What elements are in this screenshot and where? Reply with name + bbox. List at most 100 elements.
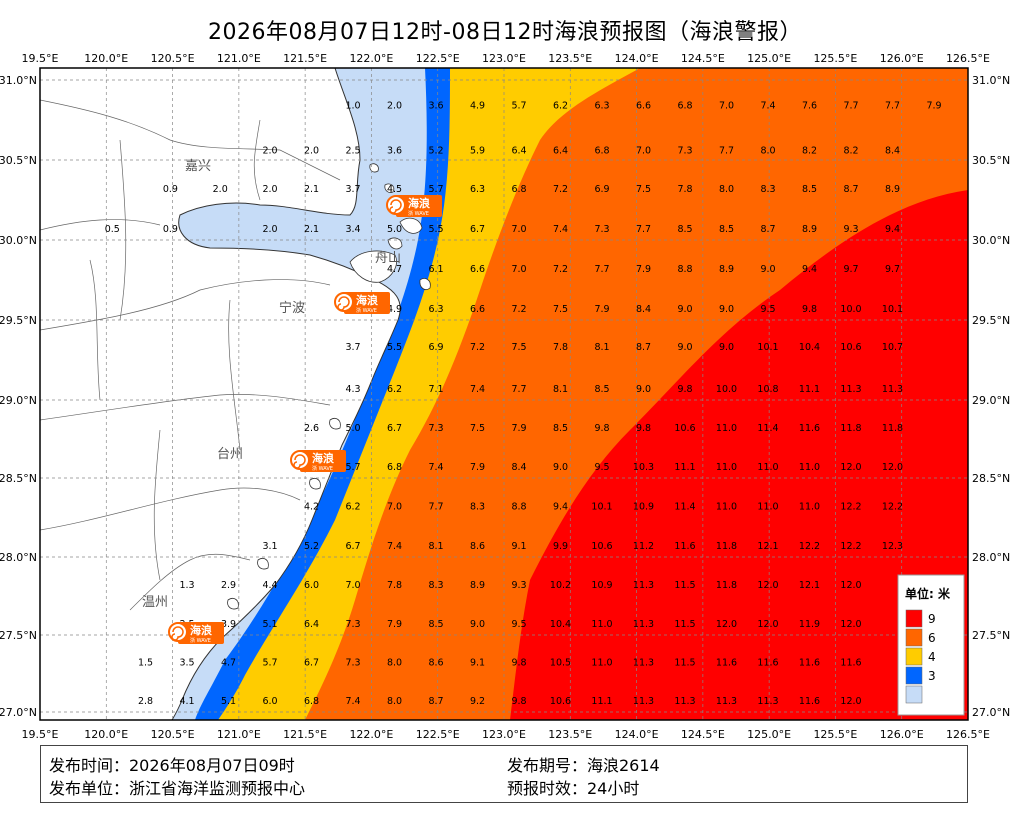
wave-height-value: 6.0	[262, 696, 277, 707]
wave-height-value: 12.0	[716, 619, 737, 630]
wave-height-value: 11.8	[882, 423, 903, 434]
wave-height-value: 11.0	[591, 619, 612, 630]
map-frame	[39, 67, 969, 721]
wave-height-value: 9.4	[885, 224, 900, 235]
wave-height-value: 11.6	[674, 541, 695, 552]
wave-height-values: 1.0 2.0 3.6 4.9 5.7 6.2 6.3 6.6 6.8 7.0 7.4 7.6 7.7 7…	[105, 101, 942, 708]
wave-height-value: 1.5	[138, 658, 153, 669]
marker-sublabel: 浙 WAVE	[312, 465, 333, 472]
wave-height-value: 9.4	[802, 264, 817, 275]
legend-label: 9	[928, 612, 936, 626]
marker-sublabel: 浙 WAVE	[408, 210, 429, 217]
wave-height-value: 7.0	[636, 145, 651, 156]
wave-height-value: 7.1	[428, 384, 443, 395]
admin-borders	[40, 99, 341, 611]
lat-tick-label-right: 27.5°N	[972, 629, 1010, 642]
wave-height-value: 9.0	[677, 304, 692, 315]
swirl-icon	[168, 622, 188, 642]
lat-tick-label-right: 29.0°N	[972, 394, 1010, 407]
wave-height-value: 10.1	[757, 342, 778, 353]
wave-height-value: 7.7	[636, 224, 651, 235]
map-title: 2026年08月07日12时-08日12时海浪预报图（海浪警报）	[208, 20, 802, 45]
wave-height-value: 8.9	[470, 580, 485, 591]
wave-height-value: 7.4	[387, 541, 402, 552]
wave-height-value: 8.4	[511, 462, 526, 473]
wave-height-value: 6.8	[304, 696, 319, 707]
wave-height-value: 7.2	[553, 184, 568, 195]
wave-height-value: 10.9	[591, 580, 612, 591]
wave-height-value: 7.9	[594, 304, 609, 315]
lat-tick-label-left: 31.0°N	[0, 74, 37, 87]
wave-height-value: 8.5	[553, 423, 568, 434]
city-label: 宁波	[279, 300, 305, 316]
wave-height-value: 5.2	[304, 541, 319, 552]
lon-tick-label-top: 122.0°E	[349, 52, 393, 65]
wave-height-value: 4.2	[304, 501, 319, 512]
wave-height-value: 11.3	[633, 619, 654, 630]
wave-height-value: 8.0	[387, 658, 402, 669]
lat-tick-label-left: 30.5°N	[0, 154, 37, 167]
wave-height-value: 5.7	[345, 462, 360, 473]
island	[387, 237, 403, 250]
wave-height-value: 11.9	[799, 619, 820, 630]
legend-swatch	[905, 647, 923, 666]
wave-height-value: 7.8	[677, 184, 692, 195]
wave-height-value: 8.0	[387, 696, 402, 707]
wave-height-value: 9.3	[843, 224, 858, 235]
lon-tick-label-top: 19.5°E	[22, 52, 59, 65]
wave-height-value: 4.9	[470, 101, 485, 112]
wave-height-value: 12.2	[840, 541, 861, 552]
legend-swatch	[905, 609, 923, 628]
wave-height-value: 10.0	[716, 384, 737, 395]
wave-height-value: 8.9	[719, 264, 734, 275]
wave-height-value: 3.7	[345, 184, 360, 195]
lon-tick-label-top: 123.0°E	[482, 52, 526, 65]
wave-height-value: 9.8	[802, 304, 817, 315]
wave-height-value: 8.7	[636, 342, 651, 353]
wave-height-value: 11.5	[674, 580, 695, 591]
wave-height-value: 6.3	[470, 184, 485, 195]
wave-height-value: 7.2	[553, 264, 568, 275]
wave-height-value: 11.4	[674, 501, 695, 512]
wave-height-value: 12.0	[840, 462, 861, 473]
wave-height-value: 2.0	[387, 101, 402, 112]
wave-warning-marker: 海浪浙 WAVE	[168, 622, 224, 644]
wave-height-value: 9.8	[594, 423, 609, 434]
wave-height-value: 11.6	[757, 658, 778, 669]
wave-height-value: 11.2	[633, 541, 654, 552]
wave-height-value: 6.2	[553, 101, 568, 112]
wave-height-value: 12.0	[840, 696, 861, 707]
wave-height-value: 6.6	[636, 101, 651, 112]
lat-tick-label-right: 31.0°N	[972, 74, 1010, 87]
wave-height-value: 7.4	[345, 696, 360, 707]
wave-height-value: 8.3	[428, 580, 443, 591]
wave-height-value: 7.5	[553, 304, 568, 315]
wave-height-value: 12.2	[799, 541, 820, 552]
lon-tick-label-bottom: 121.0°E	[217, 728, 261, 741]
lon-tick-label-bottom: 19.5°E	[22, 728, 59, 741]
wave-height-value: 12.0	[840, 580, 861, 591]
wave-height-value: 9.0	[553, 462, 568, 473]
swirl-icon	[334, 292, 354, 312]
wave-height-value: 7.3	[677, 145, 692, 156]
wave-height-value: 11.4	[757, 423, 778, 434]
info-panel: 发布时间：2026年08月07日09时 发布单位：浙江省海洋监测预报中心 发布期…	[40, 745, 968, 803]
wave-height-value: 6.7	[304, 658, 319, 669]
lon-tick-label-top: 124.0°E	[615, 52, 659, 65]
wave-height-value: 9.0	[719, 342, 734, 353]
wave-height-value: 7.3	[594, 224, 609, 235]
wave-height-value: 6.6	[470, 264, 485, 275]
lat-tick-label-left: 27.0°N	[0, 706, 37, 719]
wave-height-value: 11.3	[633, 658, 654, 669]
wave-height-value: 3.6	[428, 101, 443, 112]
wave-height-value: 12.0	[882, 462, 903, 473]
wave-height-value: 9.5	[760, 304, 775, 315]
wave-height-value: 3.5	[179, 658, 194, 669]
lon-tick-label-bottom: 120.5°E	[151, 728, 195, 741]
wave-height-value: 0.5	[105, 224, 120, 235]
swirl-icon-stroke	[337, 296, 350, 311]
wave-height-value: 9.8	[636, 423, 651, 434]
lat-tick-label-left: 28.0°N	[0, 551, 37, 564]
lon-tick-label-top: 120.0°E	[84, 52, 128, 65]
